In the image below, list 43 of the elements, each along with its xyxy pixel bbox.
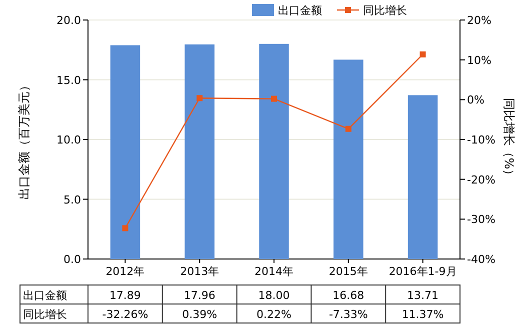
data-label: 0.22% (256, 308, 292, 321)
bar (259, 44, 289, 259)
y2-tick-label: 0% (467, 94, 484, 107)
y2-tick-label: 20% (467, 14, 492, 27)
point (196, 95, 203, 102)
text: 同比增长 (23, 308, 67, 321)
bar (408, 95, 438, 259)
data-label: 16.68 (332, 289, 364, 302)
y-tick-label: 20.0 (56, 14, 81, 27)
legend-label: 出口金额 (278, 4, 322, 17)
data-label: 13.71 (407, 289, 439, 302)
y2-tick-label: -20% (467, 173, 496, 186)
x-tick-label: 2013年 (180, 265, 220, 278)
y2-tick-label: -10% (467, 134, 496, 146)
bar (334, 60, 364, 259)
text: 出口金额 (23, 289, 67, 302)
x-tick-label: 2014年 (254, 265, 294, 278)
data-label: 11.37% (402, 308, 444, 321)
data-label: 0.39% (182, 308, 218, 321)
point (122, 225, 128, 232)
y2-axis-title: 同比增长（%） (502, 98, 516, 182)
data-label: -32.26% (102, 308, 148, 321)
y2-tick-label: 10% (467, 54, 492, 67)
x-tick-label: 2016年1-9月 (388, 265, 457, 278)
x-tick-label: 2012年 (106, 265, 145, 278)
y-tick-label: 10.0 (56, 134, 81, 146)
point (271, 96, 277, 102)
y-tick-label: 0.0 (64, 253, 81, 266)
y2-tick-label: -30% (467, 213, 496, 226)
data-label: 17.96 (184, 289, 216, 302)
bar (184, 44, 214, 259)
data-label: 18.00 (258, 289, 290, 302)
y-tick-label: 5.0 (64, 193, 81, 206)
bar (110, 45, 140, 259)
data-label: -7.33% (328, 308, 368, 321)
y2-tick-label: -40% (467, 253, 496, 266)
data-label: 17.89 (109, 289, 141, 302)
x-tick-label: 2015年 (328, 265, 368, 278)
y-axis-title: 出口金额（百万美元） (17, 80, 31, 200)
point (345, 126, 352, 132)
legend-label: 同比增长 (363, 4, 407, 17)
y-tick-label: 15.0 (56, 74, 81, 87)
point (420, 51, 426, 58)
